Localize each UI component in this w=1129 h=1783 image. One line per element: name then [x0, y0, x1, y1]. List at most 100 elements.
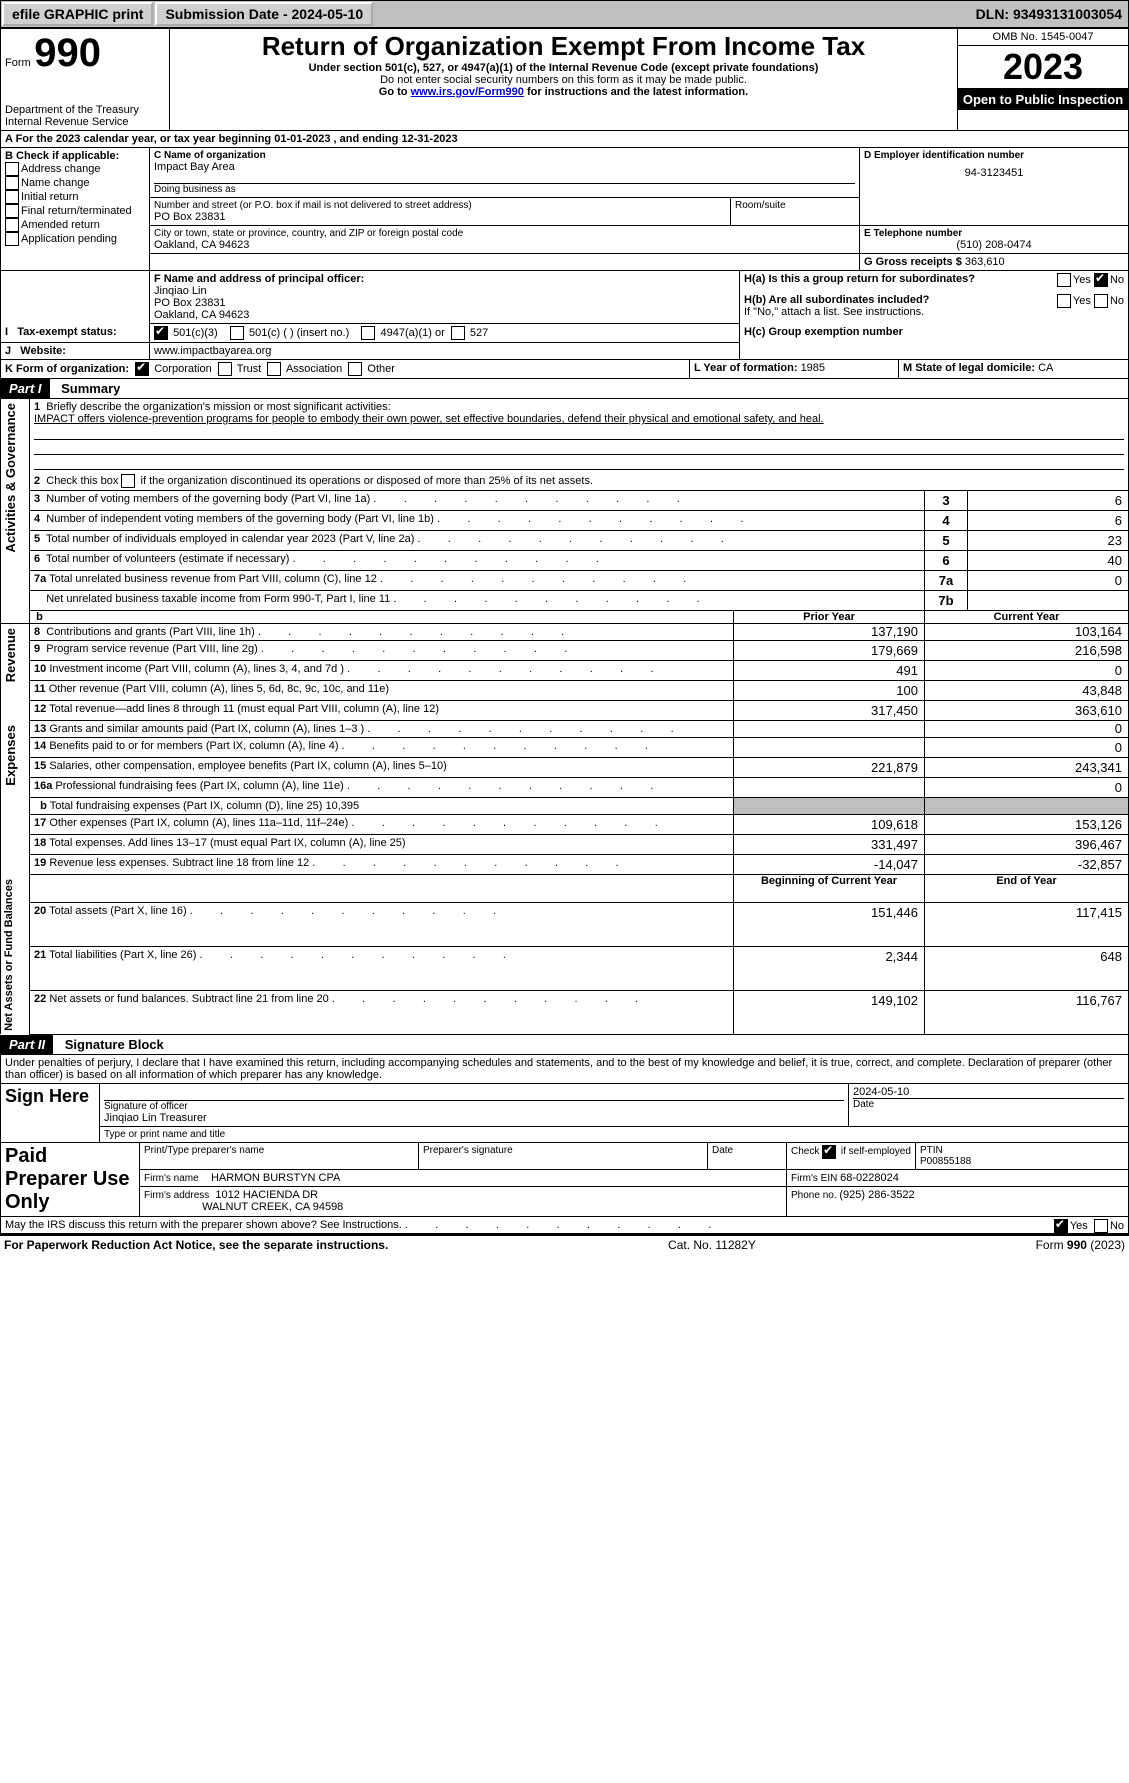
- firm-name-label: Firm's name: [144, 1173, 199, 1184]
- sig-date-label: Date: [853, 1098, 1124, 1110]
- l7b-text: Net unrelated business taxable income fr…: [46, 593, 390, 605]
- officer-addr1: PO Box 23831: [154, 297, 226, 309]
- l4-val: 6: [968, 511, 1129, 531]
- l19-text: Revenue less expenses. Subtract line 18 …: [49, 857, 309, 869]
- l11-text: Other revenue (Part VIII, column (A), li…: [49, 683, 389, 695]
- chk-501c[interactable]: [230, 326, 244, 340]
- goto-link-line: Go to www.irs.gov/Form990 for instructio…: [174, 86, 953, 98]
- h-b-note: If "No," attach a list. See instructions…: [744, 306, 924, 318]
- chk-4947[interactable]: [361, 326, 375, 340]
- h-c-label: H(c) Group exemption number: [744, 326, 903, 338]
- sig-officer-label: Signature of officer: [104, 1100, 844, 1112]
- chk-ha-yes[interactable]: [1057, 273, 1071, 287]
- chk-initial-return[interactable]: [5, 190, 19, 204]
- line2-text: Check this box if the organization disco…: [46, 475, 593, 487]
- side-revenue: Revenue: [1, 624, 20, 686]
- ein-value: 94-3123451: [864, 161, 1124, 185]
- prep-name-label: Print/Type preparer's name: [140, 1143, 419, 1170]
- firm-name: HARMON BURSTYN CPA: [211, 1172, 340, 1184]
- l15-text: Salaries, other compensation, employee b…: [49, 760, 446, 772]
- cat-number: Cat. No. 11282Y: [668, 1238, 756, 1252]
- ptin-label: PTIN: [920, 1145, 1124, 1156]
- state-domicile: CA: [1038, 362, 1053, 374]
- klm-block: K Form of organization: Corporation Trus…: [0, 360, 1129, 379]
- paid-preparer-block: Paid Preparer Use Only Print/Type prepar…: [0, 1143, 1129, 1217]
- chk-501c3[interactable]: [154, 326, 168, 340]
- discuss-line: May the IRS discuss this return with the…: [0, 1217, 1129, 1234]
- line-a: A For the 2023 calendar year, or tax yea…: [0, 131, 1129, 148]
- chk-hb-no[interactable]: [1094, 294, 1108, 308]
- l13-text: Grants and similar amounts paid (Part IX…: [49, 723, 364, 735]
- dept-treasury: Department of the Treasury: [5, 104, 165, 116]
- org-name: Impact Bay Area: [154, 161, 855, 173]
- part1-bar: Part I Summary: [0, 379, 1129, 399]
- city-value: Oakland, CA 94623: [154, 239, 855, 251]
- officer-block: F Name and address of principal officer:…: [0, 271, 1129, 360]
- l7a-val: 0: [968, 571, 1129, 591]
- year-formation-label: L Year of formation:: [694, 362, 801, 374]
- phone-label: E Telephone number: [864, 228, 1124, 239]
- form-footer: Form 990 (2023): [1036, 1238, 1125, 1252]
- l16a-text: Professional fundraising fees (Part IX, …: [55, 780, 343, 792]
- l17-text: Other expenses (Part IX, column (A), lin…: [49, 817, 348, 829]
- l5-text: Total number of individuals employed in …: [46, 533, 414, 545]
- chk-assoc[interactable]: [267, 362, 281, 376]
- chk-ha-no[interactable]: [1094, 273, 1108, 287]
- firm-addr2: WALNUT CREEK, CA 94598: [202, 1201, 343, 1213]
- page-footer: For Paperwork Reduction Act Notice, see …: [0, 1234, 1129, 1254]
- phone-value: (510) 208-0474: [864, 239, 1124, 251]
- l8-prior: 137,190: [734, 624, 925, 641]
- section-subtext: Under section 501(c), 527, or 4947(a)(1)…: [174, 62, 953, 74]
- chk-address-change[interactable]: [5, 162, 19, 176]
- irs-label: Internal Revenue Service: [5, 116, 165, 128]
- l21-text: Total liabilities (Part X, line 26): [49, 949, 196, 961]
- l3-text: Number of voting members of the governin…: [46, 493, 370, 505]
- receipts-label: G Gross receipts $: [864, 256, 965, 268]
- prep-phone: (925) 286-3522: [839, 1189, 914, 1201]
- chk-final-return[interactable]: [5, 204, 19, 218]
- signature-block: Sign Here Signature of officer Jinqiao L…: [0, 1084, 1129, 1143]
- chk-trust[interactable]: [218, 362, 232, 376]
- perjury-declaration: Under penalties of perjury, I declare th…: [0, 1055, 1129, 1084]
- submission-date: Submission Date - 2024-05-10: [155, 2, 373, 26]
- ssn-warning: Do not enter social security numbers on …: [174, 74, 953, 86]
- return-title: Return of Organization Exempt From Incom…: [174, 31, 953, 62]
- chk-app-pending[interactable]: [5, 232, 19, 246]
- form-header: Form 990 Department of the Treasury Inte…: [0, 28, 1129, 131]
- irs-link[interactable]: www.irs.gov/Form990: [411, 86, 524, 98]
- officer-name: Jinqiao Lin: [154, 285, 207, 297]
- chk-527[interactable]: [451, 326, 465, 340]
- street-value: PO Box 23831: [154, 211, 726, 223]
- form-number: 990: [34, 31, 101, 75]
- chk-other[interactable]: [348, 362, 362, 376]
- part1-table: Activities & Governance 1 Briefly descri…: [0, 399, 1129, 1035]
- l7a-text: Total unrelated business revenue from Pa…: [49, 573, 377, 585]
- identity-block: B Check if applicable: Address change Na…: [0, 148, 1129, 271]
- l5-val: 23: [968, 531, 1129, 551]
- side-netassets: Net Assets or Fund Balances: [1, 875, 17, 1035]
- l16b-curr-grey: [925, 798, 1129, 815]
- chk-hb-yes[interactable]: [1057, 294, 1071, 308]
- chk-amended[interactable]: [5, 218, 19, 232]
- efile-button[interactable]: efile GRAPHIC print: [2, 2, 153, 26]
- l6-val: 40: [968, 551, 1129, 571]
- city-label: City or town, state or province, country…: [154, 228, 855, 239]
- chk-discuss-no[interactable]: [1094, 1219, 1108, 1233]
- sign-here: Sign Here: [1, 1084, 100, 1143]
- l14-text: Benefits paid to or for members (Part IX…: [49, 740, 338, 752]
- receipts-value: 363,610: [965, 256, 1005, 268]
- year-formation: 1985: [801, 362, 825, 374]
- chk-discuss-yes[interactable]: [1054, 1219, 1068, 1233]
- chk-corp[interactable]: [135, 362, 149, 376]
- side-activities: Activities & Governance: [1, 399, 20, 557]
- sig-type-label: Type or print name and title: [100, 1126, 1129, 1142]
- chk-self-employed[interactable]: [822, 1145, 836, 1159]
- prep-sig-label: Preparer's signature: [419, 1143, 708, 1170]
- topbar: efile GRAPHIC print Submission Date - 20…: [0, 0, 1129, 28]
- chk-name-change[interactable]: [5, 176, 19, 190]
- l7b-val: [968, 591, 1129, 611]
- chk-discontinued[interactable]: [121, 474, 135, 488]
- hdr-end: End of Year: [925, 875, 1129, 903]
- l10-text: Investment income (Part VIII, column (A)…: [49, 663, 344, 675]
- firm-ein-label: Firm's EIN: [791, 1173, 840, 1184]
